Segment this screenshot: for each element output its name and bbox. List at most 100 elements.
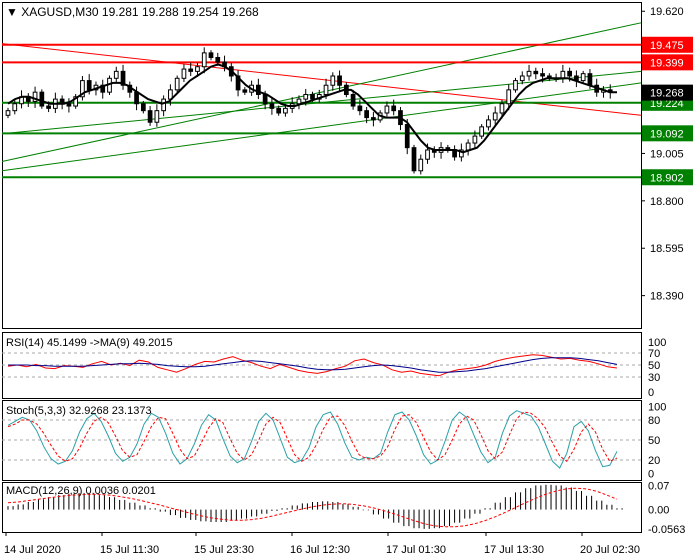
candle xyxy=(5,107,11,119)
candle-body xyxy=(39,91,45,107)
candle-body xyxy=(330,75,336,86)
price-tick-label: 18.800 xyxy=(650,196,684,208)
candle-body xyxy=(357,105,363,112)
candle xyxy=(418,154,424,175)
candle-body xyxy=(201,52,207,68)
candle-body xyxy=(66,103,72,107)
candle-body xyxy=(533,70,539,75)
stoch-label: Stoch(5,3,3) 32.9268 23.1373 xyxy=(6,405,152,417)
candle-body xyxy=(269,103,275,109)
candle-body xyxy=(147,110,153,123)
candle-body xyxy=(411,147,417,172)
stoch-d-line xyxy=(7,411,618,463)
candle-body xyxy=(276,107,282,114)
price-tick-label: 19.620 xyxy=(650,6,684,18)
candle-body xyxy=(364,110,369,119)
candle-body xyxy=(262,93,268,105)
candle xyxy=(66,98,72,113)
candle xyxy=(113,66,119,82)
chart-header: ▼ XAGUSD,M30 19.281 19.288 19.254 19.268 xyxy=(6,5,259,19)
trend-line xyxy=(1,82,642,172)
candle xyxy=(350,89,356,110)
candle xyxy=(161,95,166,117)
rsi-tick-label: 70 xyxy=(648,348,660,360)
candle xyxy=(208,50,214,61)
candle xyxy=(526,64,532,81)
time-tick-label: 14 Jul 2020 xyxy=(4,544,61,556)
macd-tick-label: -0.0563 xyxy=(648,524,685,536)
macd-signal-line xyxy=(7,487,618,528)
rsi-tick-label: 30 xyxy=(648,372,660,384)
candle-body xyxy=(174,77,180,91)
candle-body xyxy=(188,68,194,72)
candle xyxy=(492,106,498,125)
candle xyxy=(154,104,160,127)
candle xyxy=(391,99,397,116)
candle xyxy=(242,87,248,95)
candle-body xyxy=(526,70,532,77)
candle xyxy=(73,94,79,109)
macd-tick-label: 0.00 xyxy=(648,505,669,517)
candle xyxy=(147,106,153,126)
candle-body xyxy=(32,91,38,102)
candle-body xyxy=(134,91,139,105)
candle-body xyxy=(86,80,92,91)
stoch-tick-label: 20 xyxy=(648,455,660,467)
candle xyxy=(486,115,491,131)
candle-body xyxy=(425,149,430,160)
moving-average-line xyxy=(7,63,617,154)
stoch-tick-label: 0 xyxy=(648,468,654,480)
candle xyxy=(384,101,390,117)
macd-tick-label: 0.07 xyxy=(648,480,669,492)
candle-body xyxy=(587,73,593,86)
candle-body xyxy=(513,80,518,91)
candle-body xyxy=(161,98,166,112)
candle-body xyxy=(459,149,464,158)
candle xyxy=(364,106,369,124)
candle-body xyxy=(12,103,18,112)
macd-label: MACD(12,26,9) 0.0036 0.0201 xyxy=(6,485,156,497)
candle-body xyxy=(296,98,302,105)
candle-body xyxy=(323,84,329,95)
candle-body xyxy=(80,80,85,98)
candle-body xyxy=(465,142,471,151)
candle xyxy=(404,118,410,155)
candle-body xyxy=(140,103,146,112)
candle xyxy=(276,105,282,116)
candle-body xyxy=(208,52,214,58)
rsi-tick-label: 0 xyxy=(648,387,654,399)
candle-body xyxy=(560,70,566,79)
candle-body xyxy=(195,66,200,72)
candle xyxy=(201,47,207,74)
candle-body xyxy=(350,93,356,107)
candle xyxy=(181,64,187,82)
candle xyxy=(337,70,342,92)
time-tick-label: 16 Jul 12:30 xyxy=(290,544,350,556)
candle xyxy=(12,99,18,115)
candle-body xyxy=(310,93,315,100)
candle xyxy=(506,84,512,111)
candle-body xyxy=(256,84,261,95)
candle-body xyxy=(519,75,525,82)
candle-body xyxy=(242,89,248,93)
level-price-label: 18.902 xyxy=(650,172,684,184)
candle xyxy=(479,124,485,139)
level-price-tag xyxy=(642,125,693,142)
stoch-k-line xyxy=(7,410,618,469)
level-price-label: 19.224 xyxy=(650,98,684,110)
stoch-tick-label: 100 xyxy=(648,402,666,414)
level-price-label: 19.399 xyxy=(650,57,684,69)
candle xyxy=(32,86,38,108)
panel-frame xyxy=(2,482,642,533)
candle-body xyxy=(567,70,572,77)
time-tick-label: 15 Jul 23:30 xyxy=(194,544,254,556)
candle-body xyxy=(391,105,397,112)
candle-body xyxy=(580,73,586,82)
price-tick-label: 19.005 xyxy=(650,148,684,160)
candle xyxy=(39,89,45,109)
price-tick-label: 18.390 xyxy=(650,291,684,303)
candle-body xyxy=(73,96,79,107)
candle-body xyxy=(283,107,288,114)
candle xyxy=(174,75,180,93)
candle xyxy=(371,112,376,127)
